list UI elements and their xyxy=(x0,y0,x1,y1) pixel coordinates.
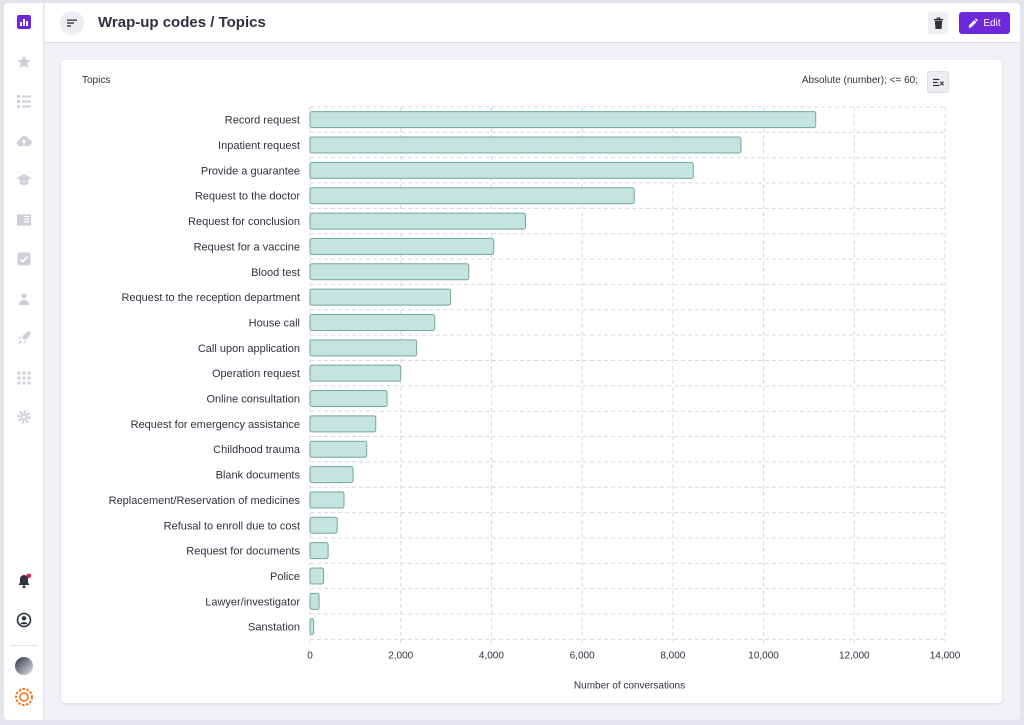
category-label: Operation request xyxy=(212,368,300,380)
bell-icon[interactable] xyxy=(14,571,34,591)
category-label: Blank documents xyxy=(216,470,301,482)
x-tick-label: 12,000 xyxy=(839,650,870,661)
chart-card: Topics Absolute (number); <= 60; 0 2,000 4… xyxy=(61,60,1002,703)
book-icon[interactable] xyxy=(14,210,34,230)
category-label: Blood test xyxy=(251,267,300,279)
edit-button-label: Edit xyxy=(983,17,1001,29)
category-label: House call xyxy=(249,317,300,329)
category-label: Request for emergency assistance xyxy=(131,419,300,431)
bar-chart: 0 2,000 4,000 6,000 8,000 10,000 12,000 14,000 R… xyxy=(109,106,961,691)
sort-lines-icon xyxy=(67,19,77,27)
checkbox-icon[interactable] xyxy=(14,249,34,269)
bar xyxy=(309,187,635,205)
category-label: Replacement/Reservation of medicines xyxy=(109,495,301,507)
bar-chart-icon[interactable] xyxy=(14,12,34,32)
category-label: Provide a guarantee xyxy=(201,165,300,177)
apps-grid-icon[interactable] xyxy=(14,368,34,388)
pencil-icon xyxy=(969,18,979,28)
x-tick-label: 8,000 xyxy=(660,650,685,661)
x-axis-label: Number of conversations xyxy=(574,680,685,691)
bar xyxy=(309,618,315,636)
bar xyxy=(309,415,377,433)
brand-logo-icon[interactable] xyxy=(14,687,34,707)
bar xyxy=(309,516,338,534)
category-label: Call upon application xyxy=(198,343,300,355)
filter-settings-button[interactable] xyxy=(927,71,949,93)
bar xyxy=(309,313,436,331)
sidebar-divider xyxy=(10,645,38,646)
rocket-icon[interactable] xyxy=(14,328,34,348)
bar xyxy=(309,263,470,281)
bar xyxy=(309,592,320,610)
bar xyxy=(309,339,418,357)
filter-summary: Absolute (number); <= 60; xyxy=(801,75,918,86)
x-tick-label: 2,000 xyxy=(388,650,413,661)
category-label: Request for a vaccine xyxy=(194,241,300,253)
category-label: Request to the reception department xyxy=(121,292,300,304)
bar xyxy=(309,288,452,306)
sidebar xyxy=(4,3,44,720)
category-label: Refusal to enroll due to cost xyxy=(164,520,300,532)
page-title: Wrap-up codes / Topics xyxy=(98,14,266,31)
bar xyxy=(309,212,526,230)
x-tick-label: 4,000 xyxy=(479,650,504,661)
bar xyxy=(309,111,817,129)
menu-toggle-button[interactable] xyxy=(60,11,84,35)
people-icon[interactable] xyxy=(14,289,34,309)
category-label: Lawyer/investigator xyxy=(205,596,300,608)
bar xyxy=(309,390,388,408)
cloud-upload-icon[interactable] xyxy=(14,131,34,151)
bar xyxy=(309,491,345,509)
card-title: Topics xyxy=(82,75,111,86)
category-label: Police xyxy=(270,571,300,583)
list-icon[interactable] xyxy=(14,91,34,111)
bar xyxy=(309,567,325,585)
bar xyxy=(309,542,329,560)
filter-list-icon xyxy=(932,78,944,86)
x-tick-label: 10,000 xyxy=(748,650,779,661)
category-label: Online consultation xyxy=(206,394,300,406)
category-label: Record request xyxy=(225,115,300,127)
star-icon[interactable] xyxy=(14,52,34,72)
x-tick-label: 14,000 xyxy=(930,650,961,661)
category-label: Request for conclusion xyxy=(188,216,300,228)
bar xyxy=(309,440,368,458)
account-icon[interactable] xyxy=(14,610,34,630)
x-tick-label: 0 xyxy=(307,650,313,661)
gear-icon[interactable] xyxy=(14,407,34,427)
delete-button[interactable] xyxy=(928,12,948,34)
bar xyxy=(309,364,402,382)
app-frame: Wrap-up codes / Topics Edit Topics Absol… xyxy=(4,3,1020,720)
bar xyxy=(309,237,495,255)
category-label: Request for documents xyxy=(186,546,300,558)
graduation-cap-icon[interactable] xyxy=(14,170,34,190)
category-label: Request to the doctor xyxy=(195,191,301,203)
bar xyxy=(309,466,354,484)
edit-button[interactable]: Edit xyxy=(959,12,1010,34)
trash-icon xyxy=(933,17,943,29)
category-label: Sanstation xyxy=(248,622,300,634)
bar xyxy=(309,161,694,179)
category-label: Childhood trauma xyxy=(213,444,301,456)
bar xyxy=(309,136,742,154)
category-label: Inpatient request xyxy=(218,140,300,152)
theme-icon[interactable] xyxy=(14,656,34,676)
x-tick-label: 6,000 xyxy=(570,650,595,661)
top-bar: Wrap-up codes / Topics Edit xyxy=(45,3,1020,43)
